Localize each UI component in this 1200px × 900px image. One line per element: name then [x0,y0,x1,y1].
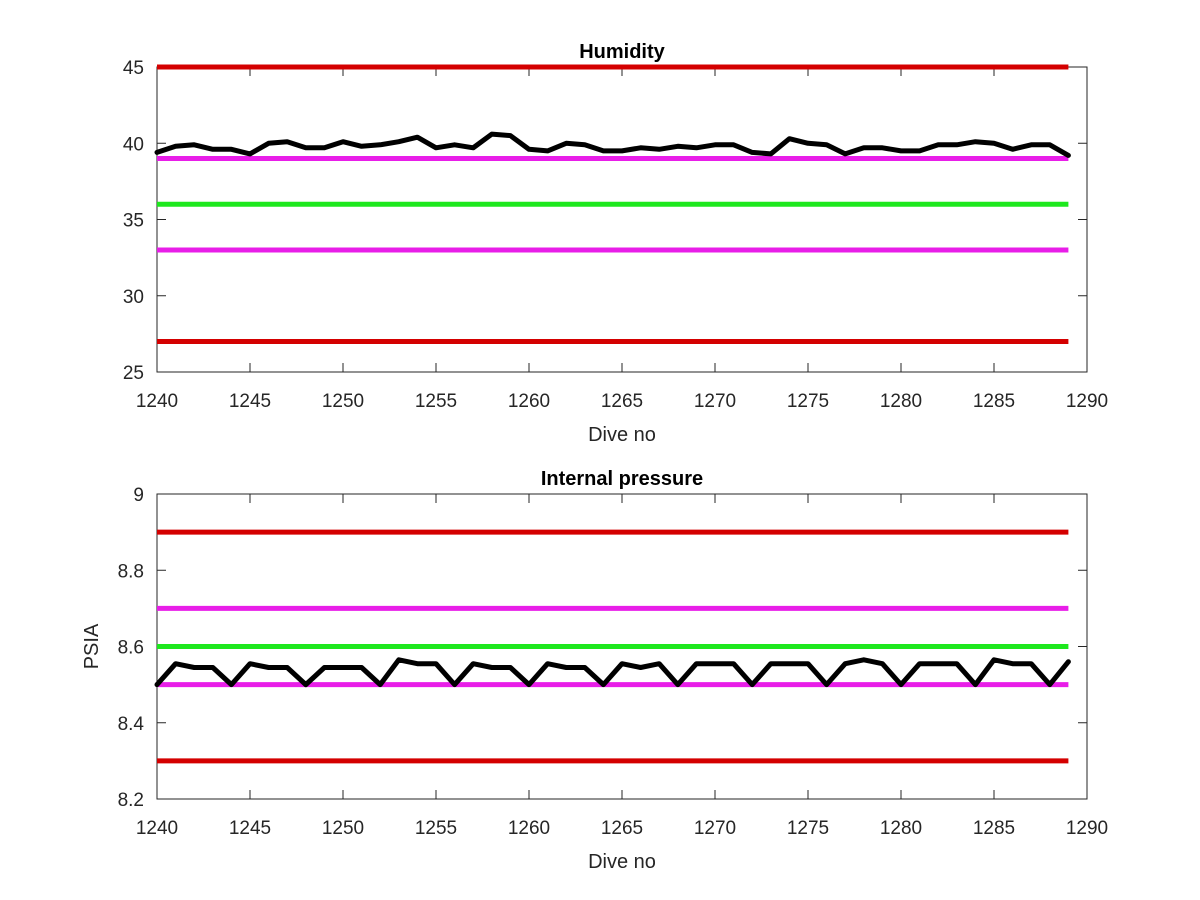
x-axis-label: Dive no [588,851,656,873]
x-tick-label: 1245 [229,391,271,412]
axes-box [156,66,1088,373]
x-tick-label: 1240 [136,818,178,839]
plot-title: Humidity [579,41,665,63]
x-tick-label: 1265 [601,391,643,412]
x-tick-label: 1245 [229,818,271,839]
x-tick-label: 1290 [1066,391,1108,412]
x-tick-label: 1260 [508,818,550,839]
y-tick-label: 30 [123,287,144,308]
y-tick-label: 35 [123,211,144,232]
x-tick-label: 1240 [136,391,178,412]
y-tick-label: 8.2 [118,790,144,811]
y-tick-label: 9 [133,485,144,506]
x-tick-label: 1285 [973,391,1015,412]
x-tick-label: 1270 [694,391,736,412]
x-tick-label: 1250 [322,818,364,839]
y-tick-label: 25 [123,363,144,384]
x-tick-label: 1290 [1066,818,1108,839]
x-tick-label: 1250 [322,391,364,412]
y-tick-label: 8.8 [118,561,144,582]
y-tick-label: 8.6 [118,638,144,659]
x-tick-label: 1255 [415,391,457,412]
internal-pressure-plot: 1240 1245 1250 1255 1260 1265 1270 1275 1280 1285… [81,468,1108,873]
y-tick-label: 8.4 [118,714,145,735]
y-axis-label: PSIA [81,623,103,669]
x-tick-label: 1260 [508,391,550,412]
x-tick-label: 1270 [694,818,736,839]
humidity-plot: 1240 1245 1250 1255 1260 1265 1270 1275 1280 1285… [123,41,1108,446]
x-tick-label: 1280 [880,391,922,412]
x-tick-label: 1255 [415,818,457,839]
x-tick-label: 1265 [601,818,643,839]
series-line [154,657,1071,688]
series-line [154,131,1071,158]
plot-title: Internal pressure [541,468,703,490]
x-tick-label: 1280 [880,818,922,839]
x-tick-label: 1285 [973,818,1015,839]
y-tick-label: 40 [123,134,144,155]
x-tick-label: 1275 [787,391,829,412]
x-tick-label: 1275 [787,818,829,839]
x-axis-label: Dive no [588,424,656,446]
y-tick-label: 45 [123,58,144,79]
